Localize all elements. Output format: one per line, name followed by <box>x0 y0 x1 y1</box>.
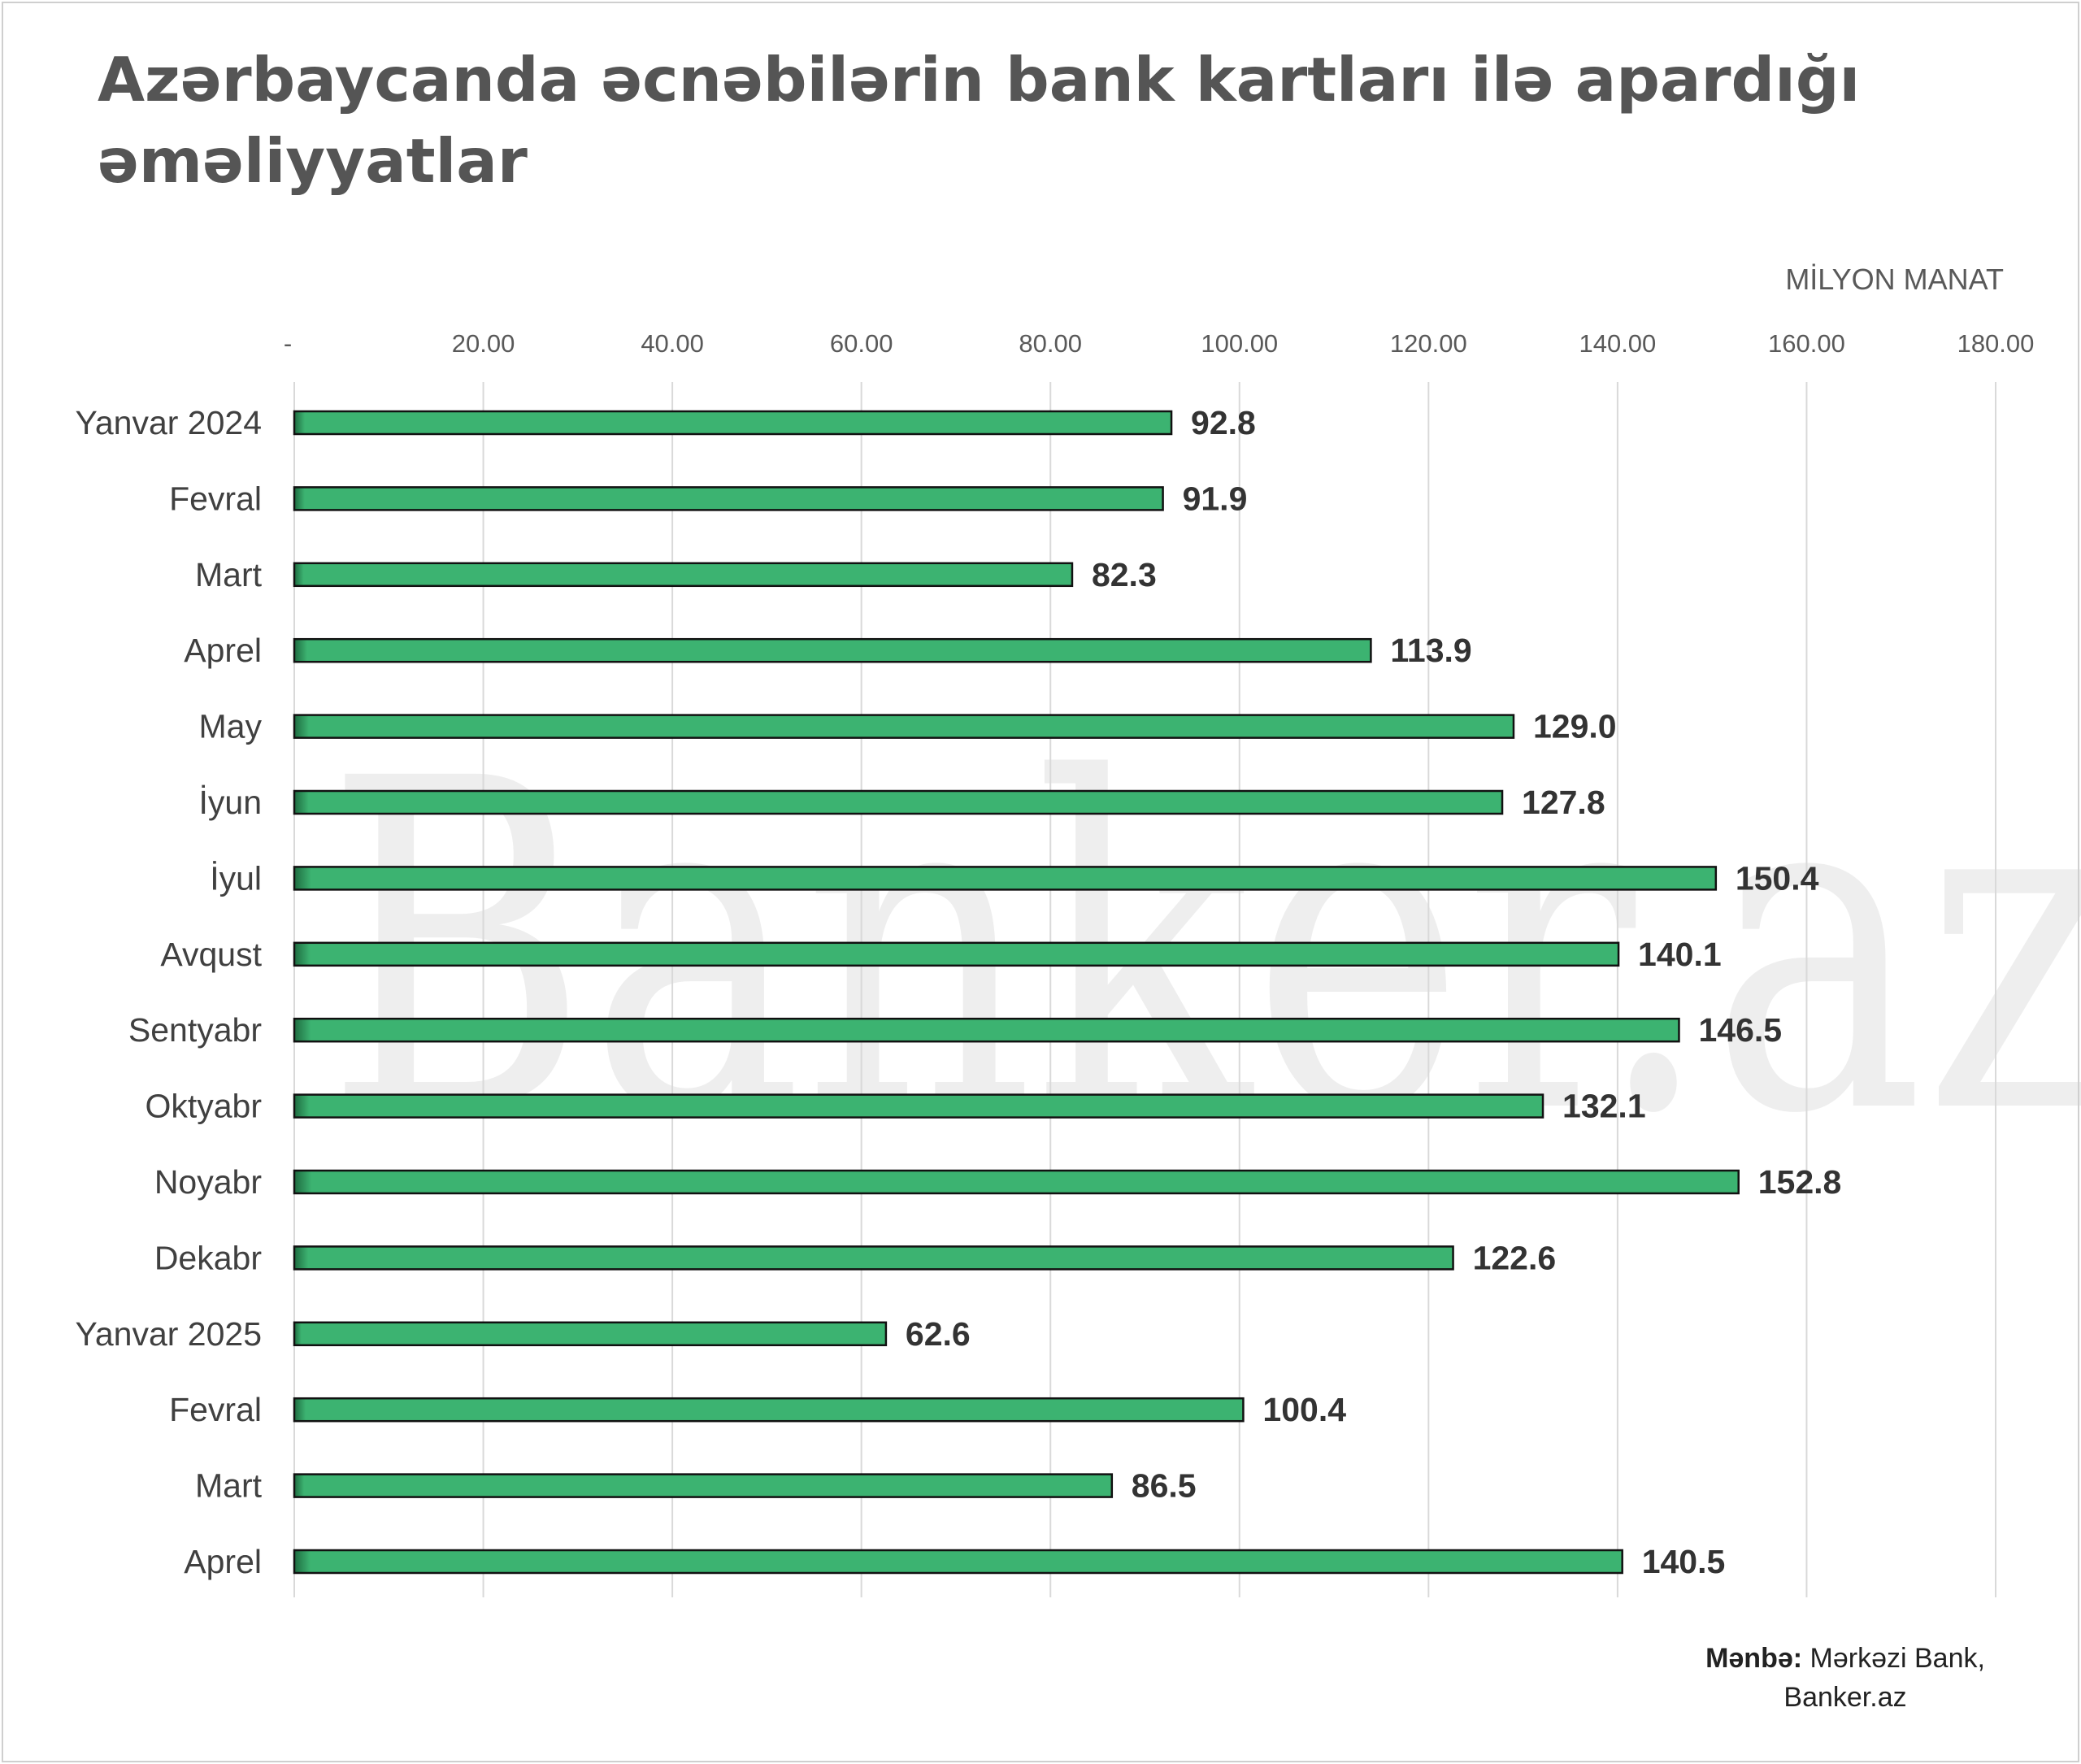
bar <box>293 866 1718 891</box>
x-tick-label: - <box>284 329 292 358</box>
category-label: İyul <box>210 859 262 897</box>
value-label: 62.6 <box>906 1315 971 1353</box>
source-line-1: Mərkəzi Bank, <box>1809 1643 1985 1674</box>
x-tick-label: 120.00 <box>1390 329 1467 358</box>
category-label: Noyabr <box>154 1163 262 1201</box>
bar <box>293 1321 888 1347</box>
bar <box>293 637 1372 663</box>
value-label: 152.8 <box>1758 1163 1842 1201</box>
category-label: Dekabr <box>154 1239 262 1276</box>
category-label: Fevral <box>169 480 262 517</box>
x-tick-label: 180.00 <box>1957 329 2035 358</box>
x-tick-label: 80.00 <box>1019 329 1082 358</box>
value-label: 129.0 <box>1533 708 1617 745</box>
source-line-2: Banker.az <box>1783 1682 1907 1713</box>
bar <box>293 1093 1544 1119</box>
value-label: 132.1 <box>1562 1088 1646 1125</box>
category-label: Fevral <box>169 1391 262 1428</box>
source-label: Mənbə: <box>1705 1643 1803 1674</box>
bar <box>293 941 1620 967</box>
bar <box>293 410 1173 436</box>
bar <box>293 1549 1623 1575</box>
x-tick-label: 60.00 <box>830 329 893 358</box>
category-label: Mart <box>195 556 263 593</box>
category-label: Oktyabr <box>145 1088 262 1125</box>
bar <box>293 789 1504 815</box>
category-label: Yanvar 2025 <box>76 1315 262 1353</box>
value-label: 113.9 <box>1390 632 1471 669</box>
source-note: Mənbə: Mərkəzi Bank, Banker.az <box>1618 1639 2073 1717</box>
value-label: 146.5 <box>1698 1011 1782 1049</box>
category-label: Avqust <box>160 936 262 973</box>
x-tick-label: 160.00 <box>1768 329 1845 358</box>
value-label: 150.4 <box>1736 859 1819 897</box>
value-label: 86.5 <box>1132 1467 1197 1505</box>
value-label: 91.9 <box>1183 480 1248 517</box>
value-label: 140.1 <box>1638 936 1722 973</box>
x-tick-label: 100.00 <box>1201 329 1278 358</box>
bar <box>293 1169 1740 1195</box>
category-label: Sentyabr <box>128 1011 262 1049</box>
value-label: 122.6 <box>1473 1239 1557 1276</box>
bar <box>293 1017 1680 1043</box>
category-label: Yanvar 2024 <box>76 404 262 441</box>
value-label: 82.3 <box>1092 556 1157 593</box>
bar <box>293 1397 1245 1423</box>
value-label: 140.5 <box>1642 1543 1726 1580</box>
category-label: Mart <box>195 1467 263 1505</box>
x-tick-label: 140.00 <box>1579 329 1656 358</box>
bar <box>293 1473 1114 1498</box>
category-label: Aprel <box>184 632 262 669</box>
category-label: Aprel <box>184 1543 262 1580</box>
bar <box>293 562 1074 588</box>
unit-label: MİLYON MANAT <box>1785 263 2004 296</box>
x-tick-label: 20.00 <box>452 329 515 358</box>
chart-title: Azərbaycanda əcnəbilərin bank kartları i… <box>98 44 1861 197</box>
value-label: 92.8 <box>1191 404 1256 441</box>
x-tick-label: 40.00 <box>641 329 704 358</box>
value-label: 100.4 <box>1262 1391 1346 1428</box>
bar <box>293 1245 1454 1271</box>
bar <box>293 714 1515 739</box>
bar <box>293 486 1164 511</box>
category-label: May <box>199 708 263 745</box>
category-label: İyun <box>199 784 263 821</box>
value-label: 127.8 <box>1522 784 1605 821</box>
